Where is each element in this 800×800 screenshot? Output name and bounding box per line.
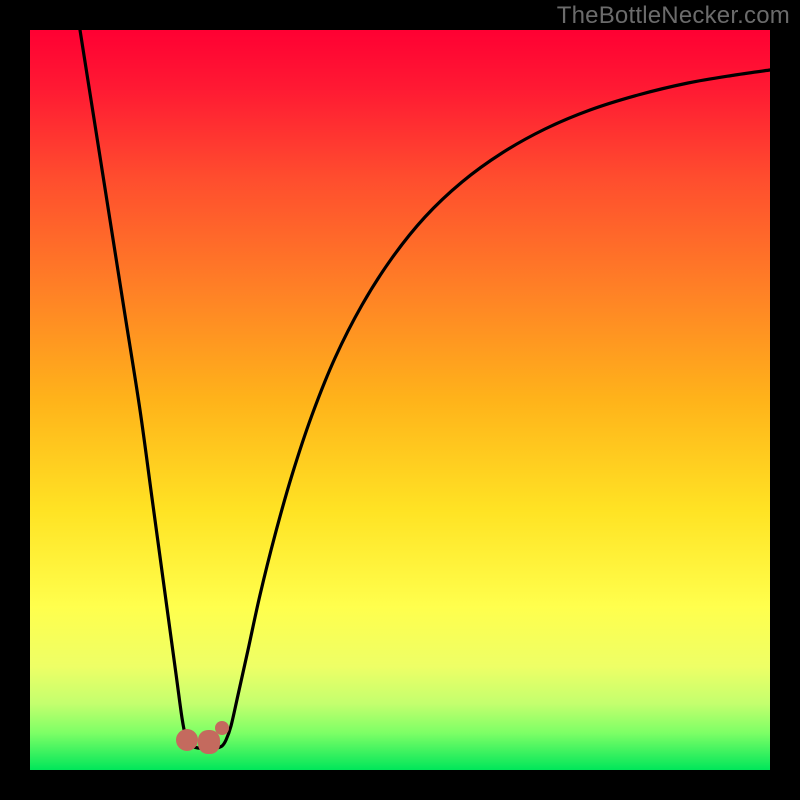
curve-marker-dot xyxy=(176,729,198,751)
chart-frame: TheBottleNecker.com xyxy=(0,0,800,800)
chart-plot-area xyxy=(30,30,770,770)
watermark-label: TheBottleNecker.com xyxy=(557,2,790,30)
curve-marker-bar xyxy=(198,730,220,754)
bottleneck-chart xyxy=(0,0,800,800)
curve-marker-dot xyxy=(215,721,229,735)
